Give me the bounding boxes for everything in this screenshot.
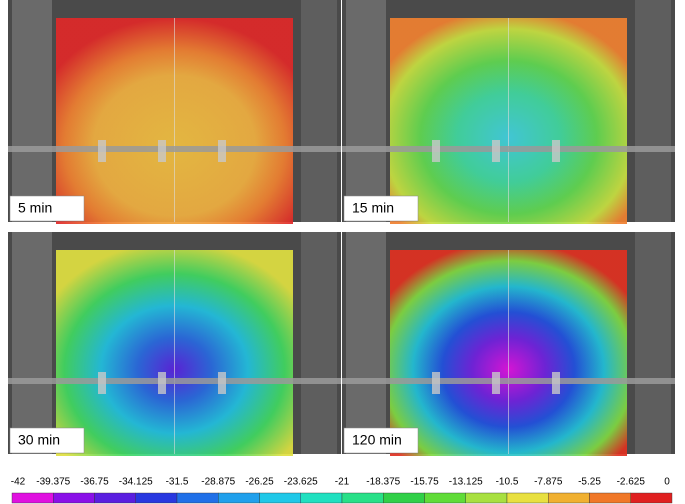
- colorbar-segment: [630, 492, 673, 504]
- beam: [342, 378, 675, 384]
- beam: [342, 146, 675, 152]
- bracket: [552, 140, 560, 162]
- colorbar-label: -26.25: [245, 477, 274, 488]
- colorbar-segment: [506, 492, 549, 504]
- bracket: [492, 372, 500, 394]
- colorbar-segment: [259, 492, 301, 504]
- frame-right: [635, 232, 671, 454]
- colorbar-label: -31.5: [166, 477, 189, 488]
- bracket: [552, 372, 560, 394]
- caption-box: [9, 195, 85, 222]
- frame-right: [301, 232, 337, 454]
- colorbar-label: 0: [664, 477, 670, 488]
- colorbar-segment: [135, 492, 178, 504]
- colorbar-label: -28.875: [201, 477, 235, 488]
- colorbar-segment: [465, 492, 508, 504]
- panel-caption: 30 min: [18, 432, 60, 448]
- colorbar-label: -5.25: [578, 477, 601, 488]
- colorbar-segment: [300, 492, 343, 504]
- caption-box: [9, 427, 85, 454]
- colorbar-label: -21: [335, 477, 350, 488]
- frame-left: [346, 232, 386, 454]
- beam: [8, 146, 341, 152]
- frame-left: [12, 232, 52, 454]
- frame-right: [301, 0, 337, 222]
- colorbar-label: -15.75: [410, 477, 439, 488]
- colorbar-label: -39.375: [36, 477, 70, 488]
- colorbar-label: -34.125: [119, 477, 153, 488]
- bracket: [218, 140, 226, 162]
- colorbar-segment: [11, 492, 54, 504]
- colorbar-segment: [341, 492, 384, 504]
- caption-box: [343, 195, 419, 222]
- colorbar-segment: [589, 492, 631, 504]
- beam: [8, 378, 341, 384]
- frame-right: [635, 0, 671, 222]
- colorbar-label: -36.75: [80, 477, 109, 488]
- bracket: [492, 140, 500, 162]
- colorbar-segment: [424, 492, 466, 504]
- panel-caption: 5 min: [18, 200, 52, 216]
- frame-left: [346, 0, 386, 222]
- caption-box: [343, 427, 419, 454]
- bracket: [98, 372, 106, 394]
- panel-caption: 15 min: [352, 200, 394, 216]
- colorbar-label: -23.625: [284, 477, 318, 488]
- colorbar-segment: [548, 492, 590, 504]
- bracket: [218, 372, 226, 394]
- colorbar-label: -42: [11, 477, 26, 488]
- panel-caption: 120 min: [352, 432, 402, 448]
- colorbar-label: -13.125: [449, 477, 483, 488]
- bracket: [432, 140, 440, 162]
- bracket: [158, 372, 166, 394]
- bracket: [432, 372, 440, 394]
- colorbar-segment: [218, 492, 260, 504]
- bracket: [158, 140, 166, 162]
- colorbar-segment: [94, 492, 136, 504]
- colorbar-label: -2.625: [617, 477, 646, 488]
- colorbar-label: -7.875: [534, 477, 563, 488]
- bracket: [98, 140, 106, 162]
- colorbar-segment: [53, 492, 95, 504]
- colorbar-segment: [383, 492, 425, 504]
- colorbar-label: -18.375: [366, 477, 400, 488]
- colorbar-label: -10.5: [496, 477, 519, 488]
- colorbar-segment: [176, 492, 219, 504]
- frame-left: [12, 0, 52, 222]
